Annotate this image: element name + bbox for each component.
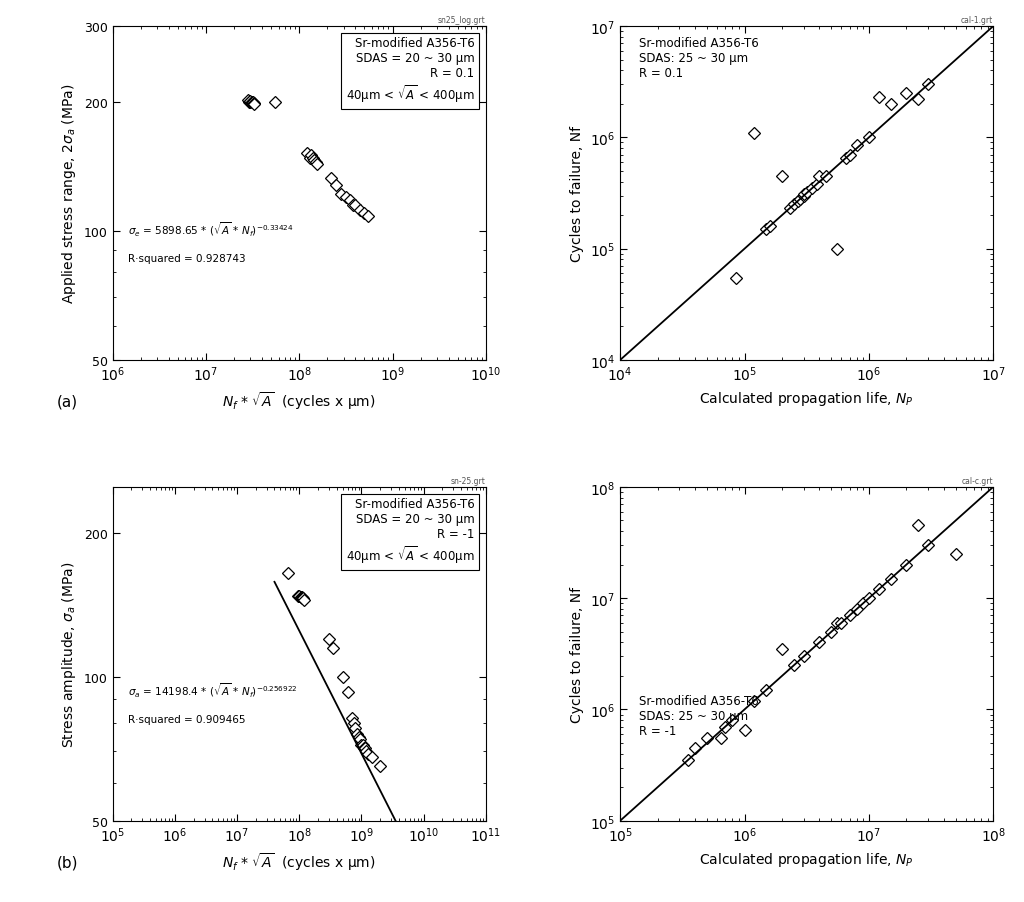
Y-axis label: Cycles to failure, Nf: Cycles to failure, Nf: [570, 586, 585, 722]
Text: $\sigma_a$ = 14198.4 * ($\sqrt{A}$ * $N_f$)$^{-0.256922}$: $\sigma_a$ = 14198.4 * ($\sqrt{A}$ * $N_…: [128, 681, 297, 699]
X-axis label: Calculated propagation life, $N_P$: Calculated propagation life, $N_P$: [699, 390, 914, 408]
Text: Sr-modified A356-T6
SDAS: 25 ~ 30 μm
R = 0.1: Sr-modified A356-T6 SDAS: 25 ~ 30 μm R =…: [639, 37, 759, 80]
Text: (a): (a): [56, 394, 78, 409]
Text: R·squared = 0.909465: R·squared = 0.909465: [128, 714, 245, 724]
Y-axis label: Applied stress range, 2$\sigma_a$ (MPa): Applied stress range, 2$\sigma_a$ (MPa): [60, 84, 79, 304]
Text: Sr-modified A356-T6
SDAS = 20 ~ 30 μm
R = 0.1
40μm < $\sqrt{A}$ < 400μm: Sr-modified A356-T6 SDAS = 20 ~ 30 μm R …: [346, 37, 474, 105]
Text: Sr-modified A356-T6
SDAS: 25 ~ 30 μm
R = -1: Sr-modified A356-T6 SDAS: 25 ~ 30 μm R =…: [639, 694, 759, 737]
X-axis label: $N_f$ * $\sqrt{A}$  (cycles x μm): $N_f$ * $\sqrt{A}$ (cycles x μm): [222, 850, 376, 871]
Y-axis label: Stress amplitude, $\sigma_a$ (MPa): Stress amplitude, $\sigma_a$ (MPa): [60, 561, 79, 747]
Text: R·squared = 0.928743: R·squared = 0.928743: [128, 253, 245, 264]
Text: Sr-modified A356-T6
SDAS = 20 ~ 30 μm
R = -1
40μm < $\sqrt{A}$ < 400μm: Sr-modified A356-T6 SDAS = 20 ~ 30 μm R …: [346, 497, 474, 566]
X-axis label: $N_f$ * $\sqrt{A}$  (cycles x μm): $N_f$ * $\sqrt{A}$ (cycles x μm): [222, 390, 376, 411]
X-axis label: Calculated propagation life, $N_P$: Calculated propagation life, $N_P$: [699, 850, 914, 868]
Text: (b): (b): [56, 854, 78, 870]
Text: cal-c.grt: cal-c.grt: [962, 476, 993, 485]
Y-axis label: Cycles to failure, Nf: Cycles to failure, Nf: [570, 126, 585, 262]
Text: sn-25.grt: sn-25.grt: [451, 476, 485, 485]
Text: sn25_log.grt: sn25_log.grt: [438, 16, 485, 25]
Text: cal-1.grt: cal-1.grt: [962, 16, 993, 25]
Text: $\sigma_e$ = 5898.65 * ($\sqrt{A}$ * $N_f$)$^{-0.33424}$: $\sigma_e$ = 5898.65 * ($\sqrt{A}$ * $N_…: [128, 220, 293, 239]
